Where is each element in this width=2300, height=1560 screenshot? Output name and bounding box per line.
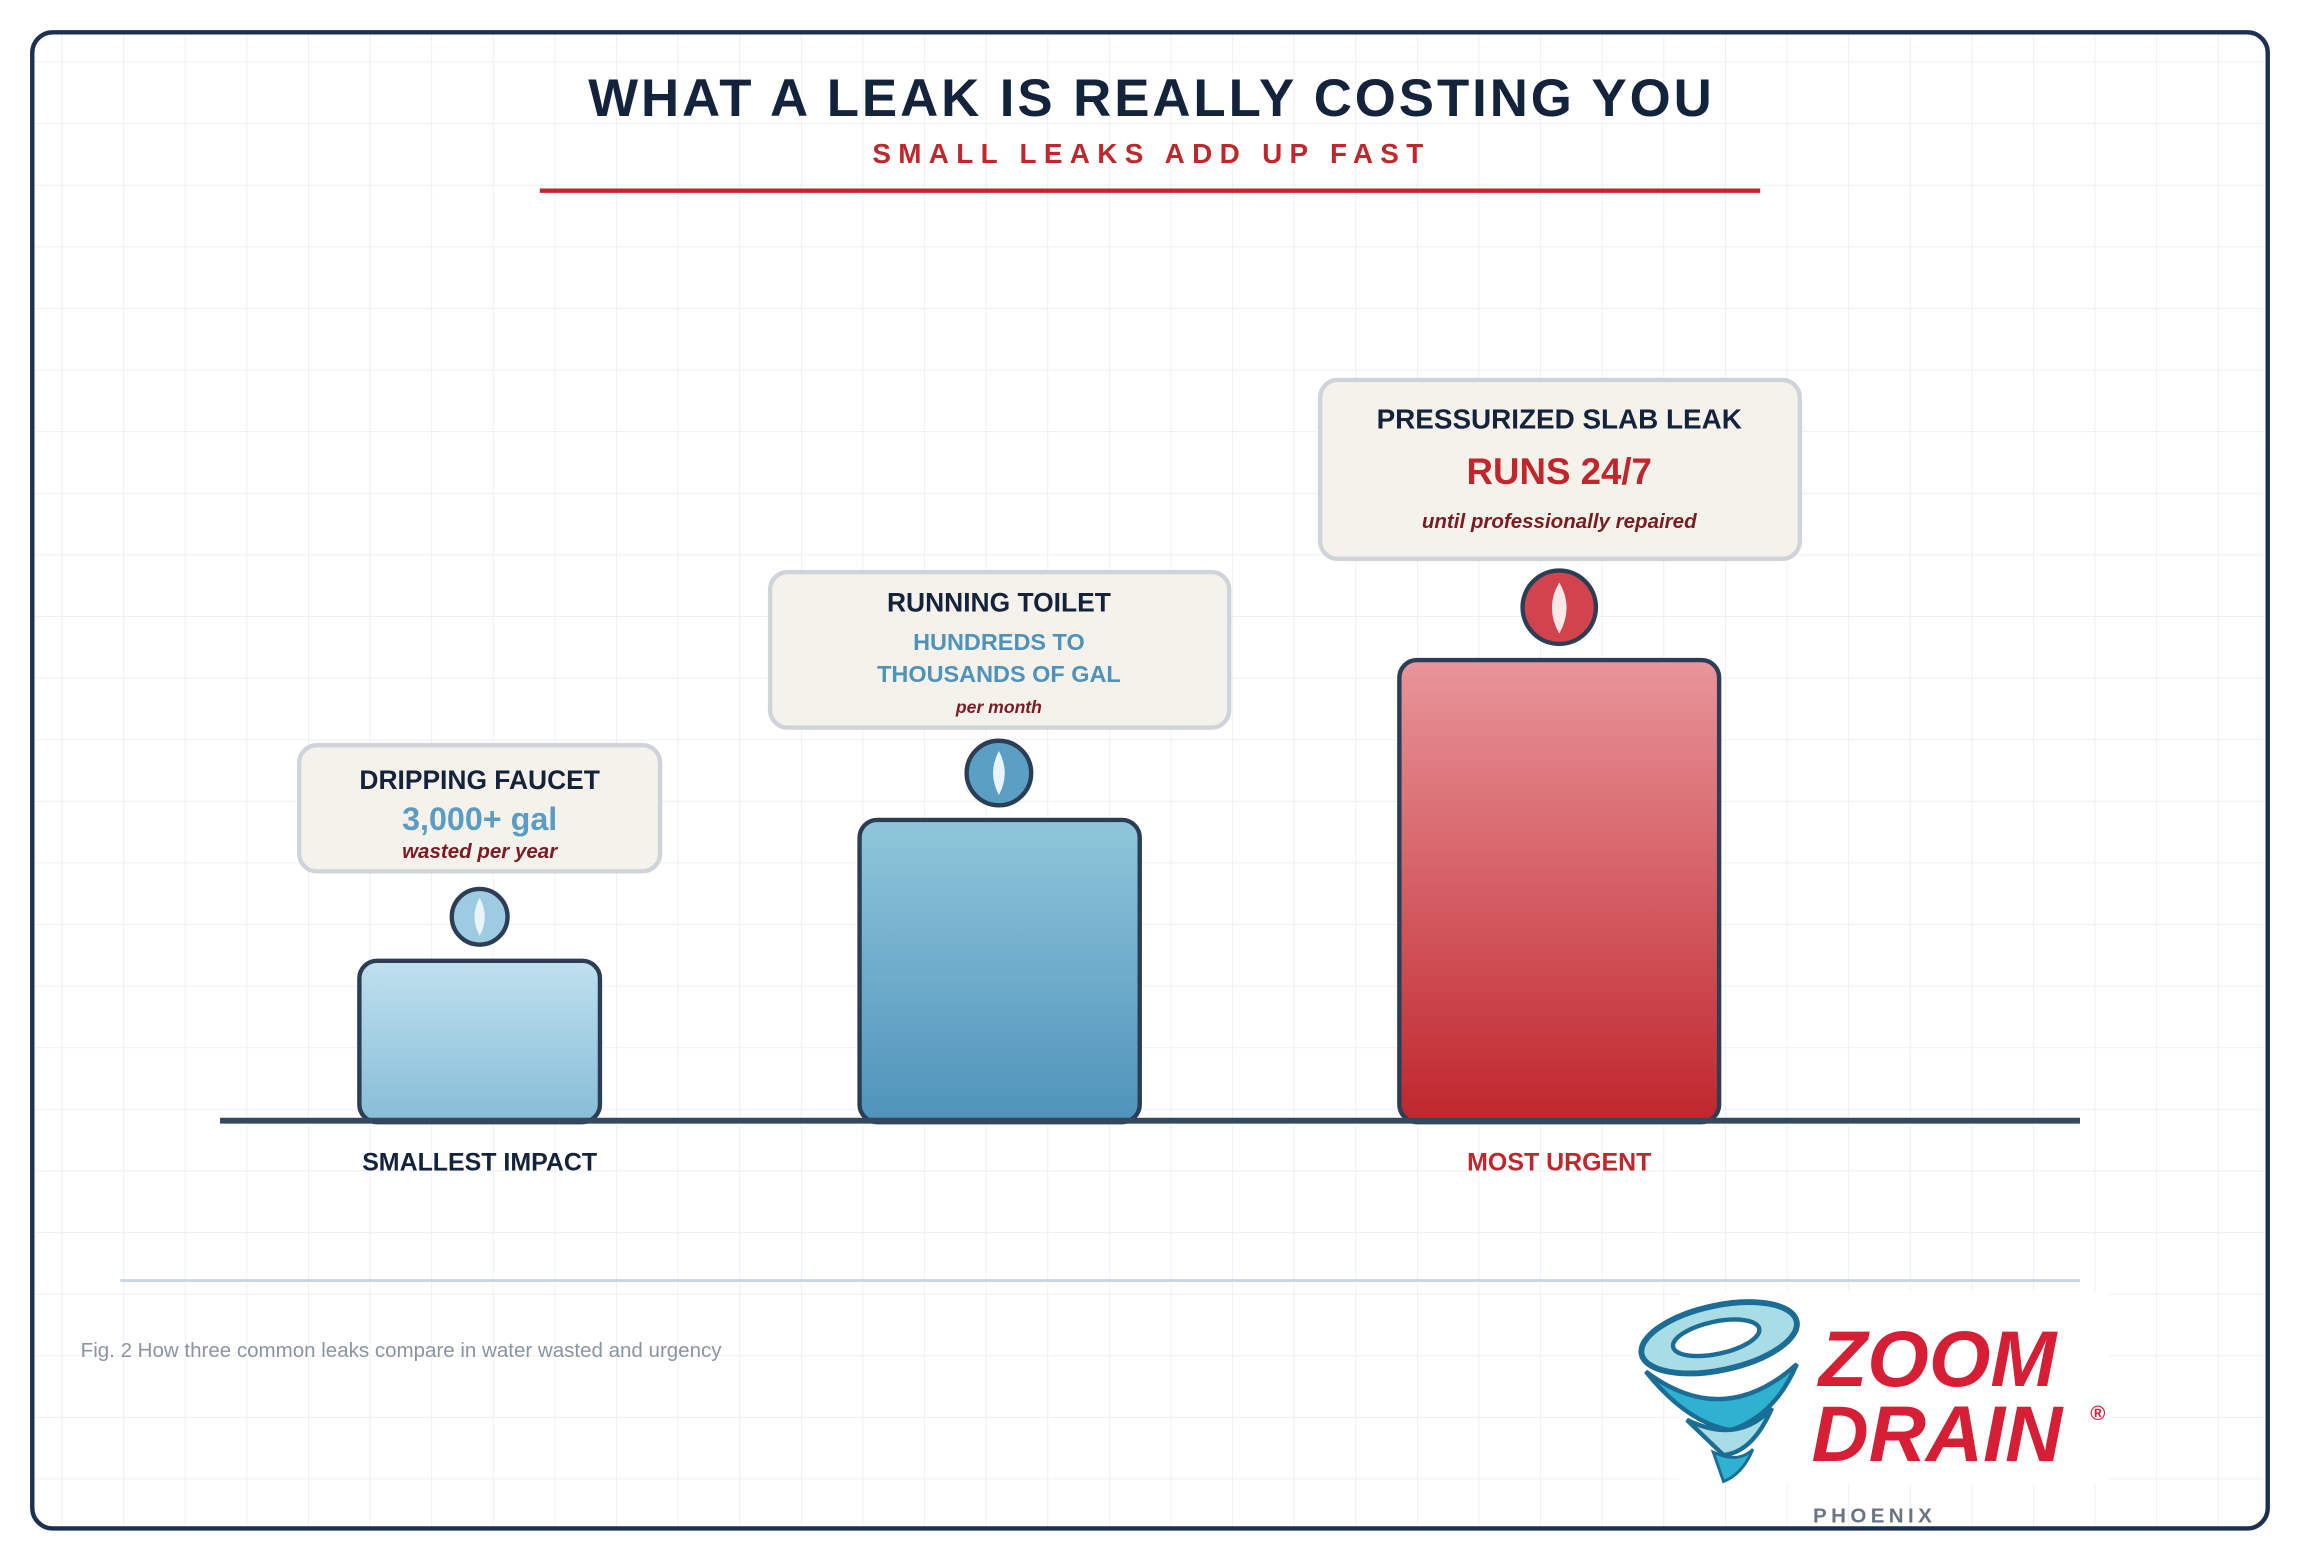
callout-amount: THOUSANDS OF GAL [877, 661, 1121, 687]
scale-label: MOST URGENT [1467, 1149, 1651, 1177]
callout-label: RUNNING TOILET [887, 588, 1111, 618]
bar [1397, 657, 1722, 1125]
logo-city: PHOENIX [1813, 1505, 1936, 1528]
drop-icon [1520, 568, 1599, 647]
callout-label: DRIPPING FAUCET [359, 765, 599, 795]
caption: Fig. 2 How three common leaks compare in… [81, 1339, 723, 1362]
callout [297, 742, 663, 874]
scale-label: SMALLEST IMPACT [362, 1149, 597, 1177]
logo-swirl [1638, 1299, 1800, 1484]
drop-icon [964, 738, 1034, 808]
callout-note: per month [955, 697, 1042, 717]
bar [357, 958, 603, 1125]
callout-note: until professionally repaired [1422, 510, 1697, 533]
logo: ZOOM DRAIN ® PHOENIX [1638, 1290, 2110, 1528]
callout-amount: RUNS 24/7 [1467, 451, 1652, 492]
logo-mark: ® [2090, 1402, 2105, 1425]
callout-note: wasted per year [402, 840, 558, 863]
logo-text: ZOOM [1817, 1314, 2059, 1403]
subtitle: SMALL LEAKS ADD UP FAST [872, 138, 1430, 169]
callout-amount: HUNDREDS TO [913, 629, 1085, 655]
logo-text: DRAIN [1812, 1389, 2065, 1478]
callout [767, 569, 1232, 730]
callout-amount: 3,000+ gal [402, 801, 557, 837]
callout-label: PRESSURIZED SLAB LEAK [1377, 403, 1742, 434]
bar [857, 817, 1142, 1125]
title: WHAT A LEAK IS REALLY COSTING YOU [588, 69, 1714, 128]
drop-icon [449, 886, 510, 947]
callout [1317, 377, 1803, 562]
